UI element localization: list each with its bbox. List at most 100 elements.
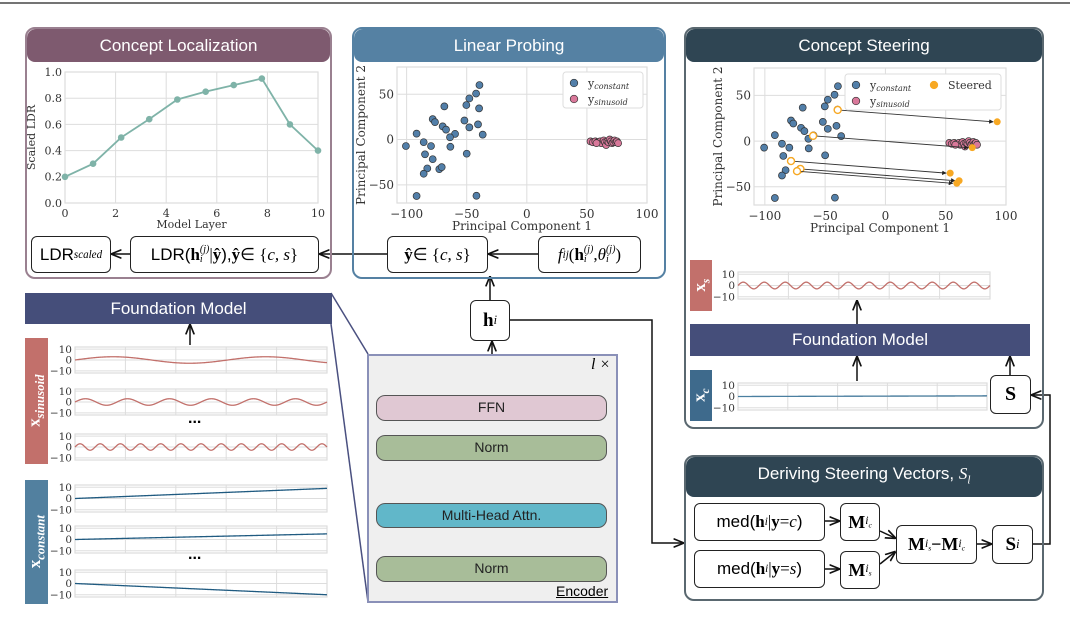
m-sub: ic (958, 537, 965, 552)
constant-label: xconstant (25, 480, 48, 604)
s-symbol: S (1005, 533, 1017, 555)
xs-label: xs (690, 260, 712, 311)
y-tick-label: 0.6 (45, 118, 63, 131)
m-sub: is (865, 562, 871, 577)
legend-marker (851, 80, 861, 90)
constant-point (804, 144, 813, 153)
chart-xc: 100−10 (713, 380, 988, 414)
deriving-steering-vectors-panel: Deriving Steering Vectors, Sl (684, 455, 1044, 601)
constant-point (437, 163, 446, 171)
constant-point (402, 142, 410, 150)
title-sub: l (967, 474, 971, 487)
m-symbol: M (848, 511, 866, 532)
constant-point (460, 116, 469, 125)
ldr-scaled-box: LDR scaled (31, 236, 111, 273)
steering-arrow (790, 160, 947, 176)
xc-label: xc (690, 370, 712, 421)
x-symbol: x (24, 560, 44, 569)
x-tick-label: 100 (995, 209, 1018, 223)
f-symbol: f (557, 244, 563, 264)
ldr-point (202, 88, 209, 95)
h-sub: i (583, 253, 587, 265)
y-axis-label: Scaled LDR (25, 104, 38, 170)
m-symbol: M (848, 559, 866, 580)
ldr-box: LDR(h (j) i | ŷ), ŷ ∈ {c, s} (130, 236, 319, 273)
x-axis-label: Principal Component 1 (452, 219, 592, 233)
arrow (879, 552, 895, 565)
given: | (209, 244, 213, 264)
h-sub: i (199, 253, 203, 265)
legend-label: ysinusoid (587, 93, 628, 107)
ldr-point (314, 147, 322, 154)
ldr-subscript: scaled (73, 248, 103, 261)
y-tick-label: −10 (713, 402, 735, 414)
concept-localization-panel: Concept Localization (25, 27, 332, 279)
ldr-point (258, 75, 266, 82)
title-text: Deriving Steering Vectors, (757, 464, 959, 483)
constant-point (446, 142, 455, 151)
panel-title: Deriving Steering Vectors, Sl (686, 457, 1042, 498)
given: | (768, 559, 772, 578)
y-tick-label: 0 (386, 133, 394, 147)
sinusoid-label: xsinusoid (25, 338, 48, 464)
y-tick-label: 10 (59, 386, 72, 398)
y-tick-label: −10 (50, 408, 72, 420)
constant-point (771, 131, 779, 139)
x-tick-label: 2 (112, 207, 119, 220)
ldr-point (89, 160, 97, 167)
theta: θ (597, 244, 606, 264)
constant-point (771, 194, 779, 202)
y-tick-label: 0.2 (45, 171, 63, 184)
signal-line (74, 398, 328, 406)
y-tick-label: −10 (50, 589, 72, 601)
equals: = (779, 512, 790, 531)
ldr-pre: LDR( (150, 244, 191, 264)
linear-probing-panel: Linear Probing (352, 27, 666, 279)
h-sup: (j) (583, 243, 594, 255)
constant-point (830, 90, 839, 99)
signal-line (74, 582, 328, 596)
steered-point (946, 169, 954, 177)
theta-sup: (j) (605, 243, 616, 255)
sinusoid-point (592, 139, 601, 148)
steering-arrow (813, 135, 969, 150)
y-tick-label: 1.0 (45, 66, 63, 79)
legend-marker (851, 96, 861, 106)
arrow (879, 531, 895, 538)
probe-function-box: f ij(h (j) i, θ (j) i) (538, 236, 641, 273)
signal-line (74, 487, 328, 500)
concept-steering-panel: Concept Steering (684, 27, 1044, 429)
signal-line (74, 443, 328, 451)
x-tick-label: 0 (523, 207, 531, 221)
constant-point (834, 82, 842, 91)
legend-label: yconstant (587, 77, 630, 91)
median-sinusoid-box: med(h i | y = s) (694, 550, 825, 588)
constant-point (423, 164, 432, 173)
title-symbol: S (958, 464, 968, 483)
legend-label: ysinusoid (869, 95, 910, 109)
x-sub: s (700, 279, 713, 284)
x-sub: c (700, 388, 713, 394)
yhat: ŷ (231, 244, 241, 264)
chart-sin2: 100−10 (50, 386, 328, 420)
ldr-point (145, 115, 153, 123)
constant-point (823, 124, 832, 133)
steering-arrow (797, 170, 954, 186)
y-tick-label: 0 (743, 134, 751, 148)
x-tick-label: 6 (213, 207, 220, 220)
panel-title: Concept Localization (27, 29, 330, 62)
in-symbol: ∈ { (412, 244, 440, 264)
i: i (865, 514, 869, 528)
constant-point (778, 139, 786, 148)
m-sub: is (925, 537, 931, 552)
constant-point (832, 121, 841, 130)
set: c, s (439, 244, 463, 264)
ldr-line (64, 77, 319, 178)
constant-point (821, 151, 829, 160)
ellipsis: ... (188, 546, 202, 563)
signal-line (737, 281, 991, 290)
